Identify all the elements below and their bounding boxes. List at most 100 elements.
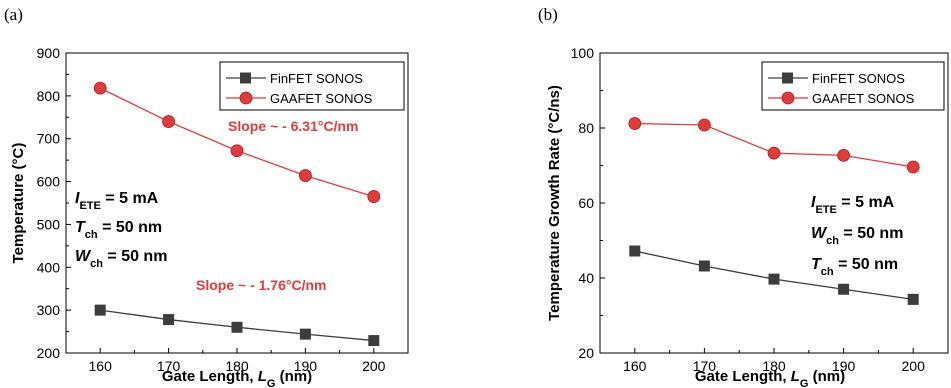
panel-a-x-axis-label-unit: (nm) (275, 368, 312, 385)
panel-a-x-axis-label-sub: G (267, 378, 276, 388)
panel-b-gaafet-point (906, 160, 920, 174)
panel-a-x-tick-label: 170 (157, 358, 181, 374)
panel-b-x-tick-label: 170 (693, 358, 717, 374)
panel-b-annotation-width-sub: ch (826, 235, 839, 247)
panel-b-y-tick-label: 40 (578, 270, 594, 286)
panel-a-gaafet-point (93, 81, 107, 95)
panel-b-gaafet-line (634, 122, 914, 168)
panel-a-y-tick-label: 300 (37, 302, 61, 318)
panel-a-slope-finfet: Slope ~ - 1.76°C/nm (196, 277, 326, 293)
panel-b-annotation-width-value: = 50 nm (839, 225, 903, 242)
panel-a-y-tick-label: 200 (37, 345, 61, 361)
panel-b-annotation-thickness-sub: ch (821, 266, 834, 278)
panel-a-annotation-thickness: Tch = 50 nm (75, 219, 162, 241)
panel-a-y-tick-label: 900 (37, 45, 61, 61)
panel-b-finfet-point (698, 260, 710, 272)
panel-b-finfet-point (907, 293, 919, 305)
panel-a-x-tick-label: 160 (89, 358, 113, 374)
panel-a-x-axis-label-main: Gate Length, (162, 368, 258, 385)
panel-b-legend-finfet-label: FinFET SONOS (812, 71, 905, 86)
panel-b-x-axis-label-symbol: L (791, 368, 800, 385)
panel-a-finfet-point (299, 328, 311, 340)
panel-b-finfet-point (838, 283, 850, 295)
panel-a-y-axis-label: Temperature (°C) (10, 143, 27, 264)
panel-b-annotation-width-symbol: W (811, 225, 828, 242)
panel-b-label: (b) (538, 5, 558, 24)
panel-a-series (93, 81, 381, 347)
panel-b-legend-finfet-marker (782, 72, 793, 84)
panel-b-annotation-current: IETE = 5 mA (811, 194, 895, 216)
panel-a-x-tick-label: 180 (225, 358, 249, 374)
panel-a: (a) 200 300 400 500 600 700 800 900 160 170 180 19… (4, 5, 409, 388)
panel-a-annotation-thickness-sub: ch (85, 229, 98, 241)
panel-a-x-ticks: 160 170 180 190 200 (65, 348, 409, 374)
panel-b-x-axis-label-sub: G (800, 378, 809, 388)
panel-a-legend-gaafet-label: GAAFET SONOS (270, 91, 373, 106)
panel-a-y-tick-label: 600 (37, 174, 61, 190)
panel-b-gaafet-point (767, 146, 781, 160)
panel-a-finfet-point (94, 304, 106, 316)
panel-a-x-axis-label: Gate Length, LG (nm) (162, 368, 312, 388)
panel-b-gaafet-point (837, 148, 850, 162)
panel-b-x-tick-label: 180 (762, 358, 786, 374)
panel-a-gaafet-point (367, 190, 381, 203)
panel-a-gaafet-point (298, 169, 312, 182)
panel-b-annotation-current-sub: ETE (815, 204, 836, 216)
panel-a-legend: FinFET SONOS GAAFET SONOS (219, 61, 405, 111)
panel-b-x-axis-label-main: Gate Length, (695, 368, 791, 385)
panel-b-y-tick-label: 100 (571, 45, 595, 61)
panel-b-x-axis-label-unit: (nm) (808, 368, 845, 385)
panel-b-y-tick-label: 20 (578, 345, 594, 361)
panel-b-legend: FinFET SONOS GAAFET SONOS (761, 61, 945, 111)
panel-a-annotation-width: Wch = 50 nm (75, 248, 167, 270)
panel-b-finfet-point (768, 273, 780, 285)
panel-a-legend-gaafet-marker (239, 91, 253, 105)
panel-a-gaafet-point (230, 144, 244, 158)
panel-a-gaafet-point (162, 115, 176, 128)
panel-a-y-tick-label: 400 (37, 259, 61, 275)
panel-b: (b) 20 40 60 80 100 160 170 180 190 200 Temperat… (538, 5, 949, 388)
panel-a-legend-finfet-label: FinFET SONOS (270, 71, 363, 86)
panel-b-series (628, 117, 920, 305)
panel-a-finfet-point (231, 321, 243, 333)
panel-b-annotation-thickness-symbol: T (811, 256, 822, 273)
panel-a-annotation-width-sub: ch (90, 258, 103, 270)
panel-a-y-ticks: 200 300 400 500 600 700 800 900 (37, 45, 71, 361)
panel-b-annotation-current-value: = 5 mA (837, 194, 895, 211)
panel-a-x-tick-label: 200 (362, 358, 386, 374)
panel-a-annotation-thickness-symbol: T (75, 219, 86, 236)
panel-b-legend-gaafet-marker (781, 91, 795, 105)
panel-a-annotation-thickness-value: = 50 nm (98, 219, 162, 236)
panel-a-legend-finfet-marker (240, 72, 251, 84)
panel-a-x-axis-label-symbol: L (258, 368, 267, 385)
panel-a-y-tick-label: 500 (37, 216, 61, 232)
panel-b-y-ticks: 20 40 60 80 100 (571, 45, 605, 361)
panel-b-x-ticks: 160 170 180 190 200 (599, 348, 949, 374)
panel-a-finfet-point (163, 314, 175, 326)
panel-b-x-tick-label: 190 (832, 358, 856, 374)
panel-b-x-axis-label: Gate Length, LG (nm) (695, 368, 845, 388)
panel-a-slope-gaafet: Slope ~ - 6.31°C/nm (228, 118, 358, 134)
panel-b-annotation-width: Wch = 50 nm (811, 225, 903, 247)
panel-b-y-axis-label: Temperature Growth Rate (°C/ns) (546, 85, 563, 321)
panel-b-annotation-current-symbol: I (811, 194, 816, 211)
panel-a-annotation-width-value: = 50 nm (103, 248, 167, 265)
panel-b-x-tick-label: 160 (623, 358, 647, 374)
panel-a-label: (a) (4, 5, 23, 24)
panel-b-legend-gaafet-label: GAAFET SONOS (812, 91, 915, 106)
panel-a-annotation-width-symbol: W (75, 248, 92, 265)
panel-b-x-tick-label: 200 (902, 358, 926, 374)
panel-a-y-tick-label: 700 (37, 131, 61, 147)
panel-a-annotation-current-symbol: I (75, 190, 80, 207)
panel-b-y-tick-label: 60 (578, 195, 594, 211)
panel-a-x-tick-label: 190 (294, 358, 318, 374)
panel-b-annotation-thickness: Tch = 50 nm (811, 256, 898, 278)
panel-b-annotation-thickness-value: = 50 nm (834, 256, 898, 273)
panel-b-y-tick-label: 80 (578, 120, 594, 136)
panel-b-gaafet-point (628, 117, 642, 130)
panel-b-gaafet-point (698, 118, 711, 132)
panel-a-annotation-current-sub: ETE (79, 200, 100, 212)
panel-a-annotation-current: IETE = 5 mA (75, 190, 159, 212)
panel-b-finfet-point (629, 245, 641, 257)
